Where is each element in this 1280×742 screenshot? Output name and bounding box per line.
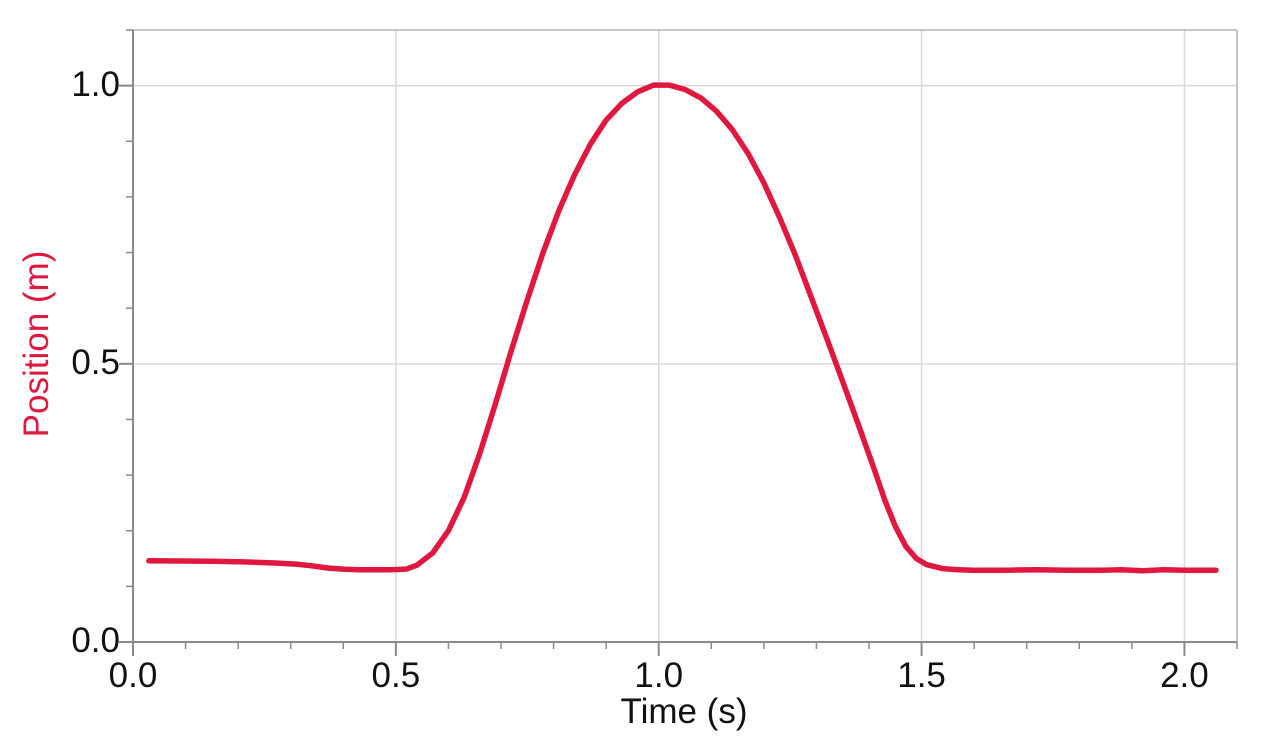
- x-axis-title: Time (s): [620, 692, 748, 731]
- x-tick-label: 2.0: [1160, 656, 1209, 695]
- data-curve: [146, 82, 1219, 574]
- axis-ticks: [119, 29, 1238, 656]
- y-tick-label: 1.0: [71, 64, 120, 104]
- x-tick-label: 0.5: [371, 656, 421, 695]
- y-tick-label: 0.5: [71, 342, 120, 382]
- gridlines: [133, 30, 1237, 642]
- x-tick-label: 1.0: [634, 656, 684, 695]
- axes: [132, 30, 1237, 643]
- x-tick-label: 1.5: [897, 656, 946, 695]
- plot-border: [133, 29, 1238, 642]
- x-tick-label: 0.0: [108, 656, 158, 695]
- y-tick-label: 0.0: [71, 621, 120, 660]
